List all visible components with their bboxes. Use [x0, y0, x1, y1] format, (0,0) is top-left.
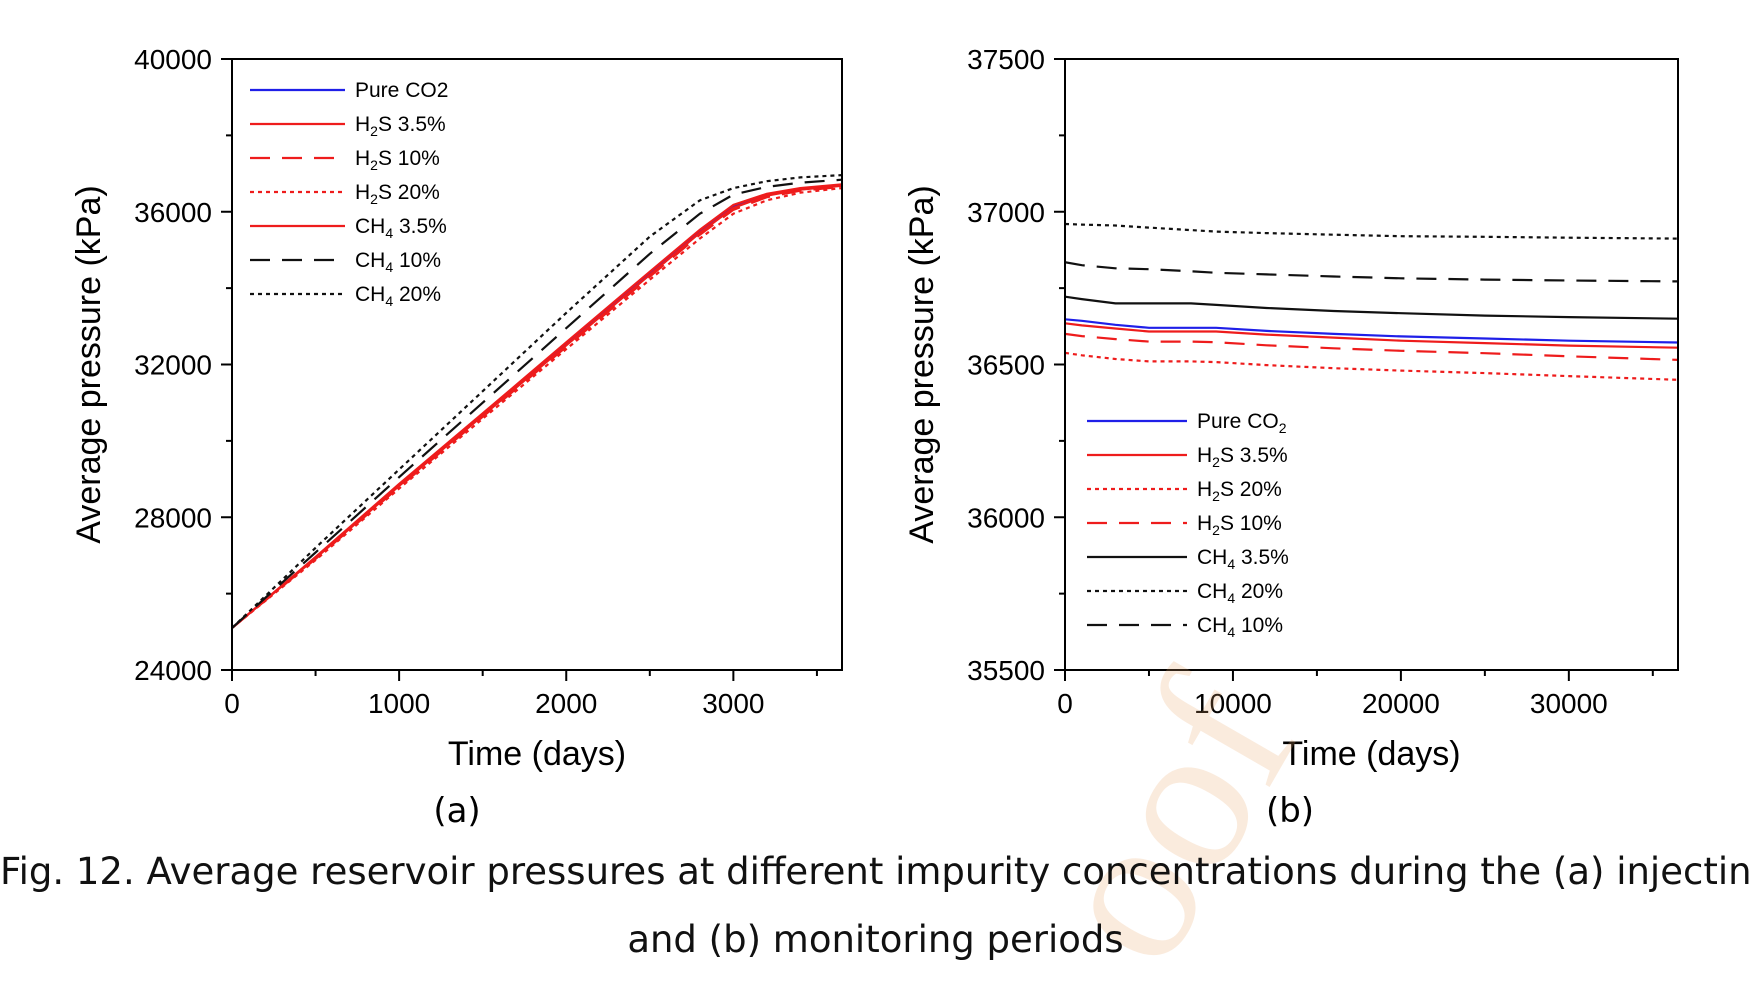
x-tick-label-b: 20000 — [1362, 688, 1440, 719]
x-tick-label-b: 0 — [1057, 688, 1073, 719]
plot-frame-b — [1064, 58, 1679, 671]
legend-label-b-3: H2S 20% — [1197, 478, 1282, 504]
y-tick-label-b: 37500 — [967, 44, 1045, 75]
legend-label-b-1: Pure CO2 — [1197, 410, 1287, 436]
series-line-b-2 — [1065, 322, 1678, 349]
chart-b: 0 10000 20000 30000 35500 36000 36500 37000 3750… — [903, 44, 1679, 831]
chart-a: 0 1000 2000 3000 24000 28000 32000 36000 40000 Ti… — [70, 44, 843, 831]
figure-caption-line-1: Fig. 12. Average reservoir pressures at … — [0, 850, 1751, 893]
legend-label-b-4: H2S 10% — [1197, 512, 1282, 538]
legend-label-b-2: H2S 3.5% — [1197, 444, 1288, 470]
y-tick-label-b: 36500 — [967, 350, 1045, 381]
x-tick-label-a: 0 — [224, 688, 240, 719]
legend-label-b-7: CH4 10% — [1197, 614, 1283, 640]
series-line-a-3 — [232, 185, 842, 629]
panel-label-b: (b) — [1266, 791, 1314, 831]
series-line-a-5 — [232, 183, 842, 629]
x-tick-label-a: 3000 — [702, 688, 764, 719]
x-axis-label-b: Time (days) — [1282, 735, 1460, 773]
series-line-a-2 — [232, 184, 842, 629]
series-line-a-1 — [232, 183, 842, 629]
legend-label-a-1: Pure CO2 — [355, 79, 448, 102]
y-tick-label-b: 37000 — [967, 197, 1045, 228]
y-tick-label-b: 36000 — [967, 502, 1045, 533]
series-line-a-6 — [232, 178, 842, 629]
y-tick-label-b: 35500 — [967, 655, 1045, 686]
series-line-b-5 — [1065, 295, 1678, 320]
y-tick-label-a: 36000 — [134, 197, 212, 228]
series-line-a-7 — [232, 174, 842, 629]
y-tick-label-a: 40000 — [134, 44, 212, 75]
legend-label-b-6: CH4 20% — [1197, 580, 1283, 606]
series-line-a-4 — [232, 187, 842, 629]
y-tick-label-a: 24000 — [134, 655, 212, 686]
panel-label-a: (a) — [433, 791, 480, 831]
figure-caption-line-2: and (b) monitoring periods — [627, 918, 1124, 961]
y-tick-label-a: 28000 — [134, 502, 212, 533]
legend-label-b-5: CH4 3.5% — [1197, 546, 1289, 572]
y-axis-label-b: Average pressure (kPa) — [903, 185, 941, 543]
series-line-b-6 — [1065, 222, 1678, 240]
y-tick-label-a: 32000 — [134, 350, 212, 381]
x-tick-label-a: 2000 — [535, 688, 597, 719]
series-line-b-3 — [1065, 351, 1678, 381]
series-line-b-1 — [1065, 318, 1678, 344]
plot-frame-a — [231, 58, 843, 671]
figure: 0 1000 2000 3000 24000 28000 32000 36000 40000 Ti… — [70, 44, 1679, 831]
legend-label-a-5: CH4 3.5% — [355, 215, 447, 241]
x-tick-label-a: 1000 — [368, 688, 430, 719]
series-line-b-7 — [1065, 261, 1678, 283]
y-axis-label-a: Average pressure (kPa) — [70, 185, 108, 543]
x-tick-label-b: 30000 — [1530, 688, 1608, 719]
legend-label-a-4: H2S 20% — [355, 181, 440, 207]
legend-label-a-6: CH4 10% — [355, 249, 441, 275]
legend-label-a-7: CH4 20% — [355, 283, 441, 309]
legend-label-a-3: H2S 10% — [355, 147, 440, 173]
legend-label-a-2: H2S 3.5% — [355, 113, 446, 139]
x-tick-label-b: 10000 — [1194, 688, 1272, 719]
x-axis-label-a: Time (days) — [448, 735, 626, 773]
series-line-b-4 — [1065, 332, 1678, 361]
